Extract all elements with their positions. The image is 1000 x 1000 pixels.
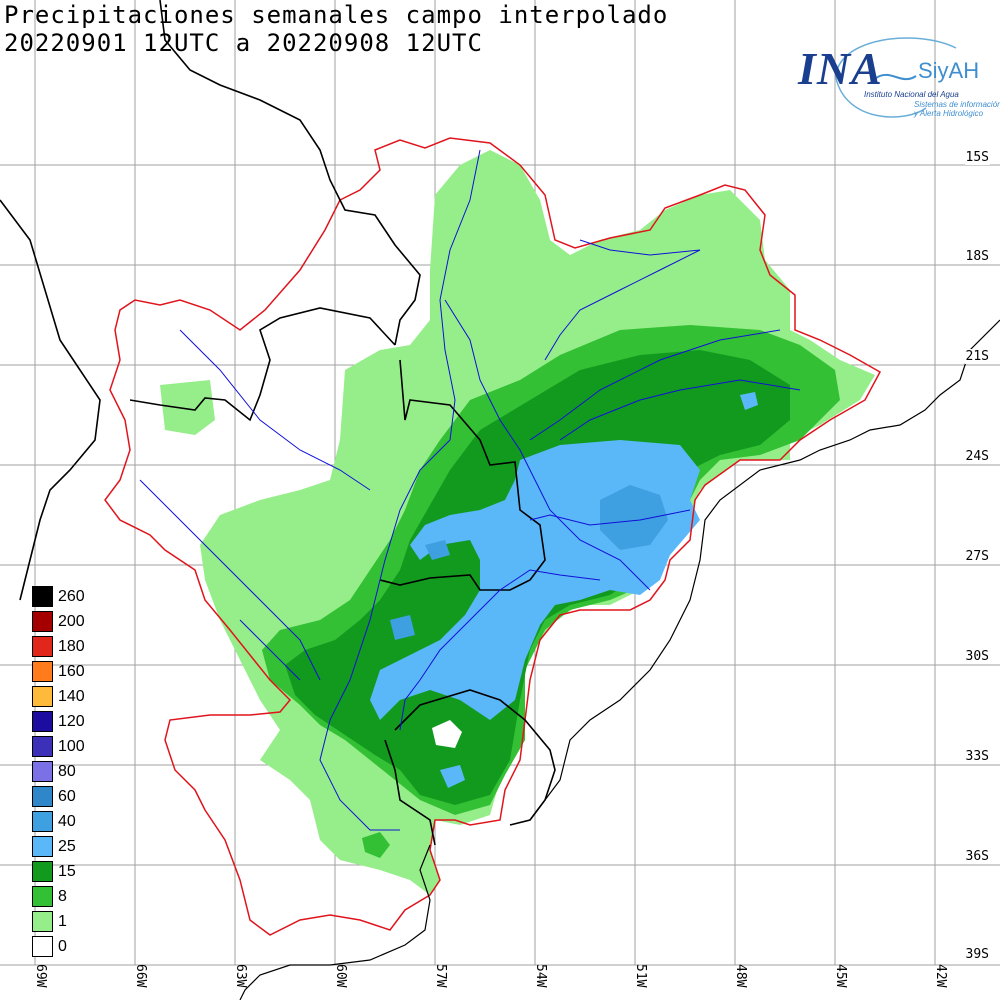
legend-swatch [32,836,53,857]
lon-label: 69W [33,964,48,988]
lat-label: 33S [964,749,990,764]
legend-label: 260 [58,588,85,605]
legend-swatch [32,586,53,607]
legend-label: 180 [58,638,85,655]
legend-swatch [32,936,53,957]
logo-swoosh-icon [835,37,957,118]
legend-item: 1 [30,910,100,935]
logo-tagline-1: Sistemas de información [914,100,1000,109]
coastline [239,319,1000,1000]
legend-item: 160 [30,660,100,685]
legend-label: 1 [58,913,67,930]
legend-item: 100 [30,735,100,760]
legend-label: 120 [58,713,85,730]
precip-area-1mm-west [160,380,215,435]
legend-swatch [32,761,53,782]
legend-item: 60 [30,785,100,810]
legend-item: 180 [30,635,100,660]
precip-area-40mm [600,485,668,550]
legend-label: 15 [58,863,76,880]
legend-swatch [32,661,53,682]
precip-area-8mm-south [362,832,390,858]
precipitation-legend: 260 200 180 160 140 120 100 80 60 40 25 15 8 1 0 [30,585,100,960]
lon-label: 48W [733,964,748,988]
legend-item: 120 [30,710,100,735]
legend-swatch [32,636,53,657]
precip-area-25mm-east [440,765,465,788]
lat-label: 30S [964,649,990,664]
legend-label: 25 [58,838,76,855]
lat-label: 36S [964,849,990,864]
lon-label: 66W [133,964,148,988]
legend-item: 25 [30,835,100,860]
legend-label: 200 [58,613,85,630]
lat-label: 21S [964,349,990,364]
lon-label: 42W [933,964,948,988]
country-borders [0,0,556,846]
lon-label: 45W [833,964,848,988]
lat-label: 27S [964,549,990,564]
lon-label: 54W [533,964,548,988]
legend-item: 140 [30,685,100,710]
legend-label: 60 [58,788,76,805]
lat-label: 15S [964,150,990,165]
legend-swatch [32,686,53,707]
legend-label: 0 [58,938,67,955]
precip-area-25mm-north [740,392,758,410]
legend-item: 0 [30,935,100,960]
logo-institution: Instituto Nacional del Agua [864,90,959,99]
legend-item: 40 [30,810,100,835]
legend-label: 8 [58,888,67,905]
legend-label: 80 [58,763,76,780]
legend-swatch [32,786,53,807]
legend-label: 100 [58,738,85,755]
lon-label: 63W [233,964,248,988]
legend-label: 40 [58,813,76,830]
rivers [139,149,801,831]
precip-area-0mm [432,720,462,748]
precip-area-40mm-b [425,540,450,560]
precip-area-40mm-c [390,615,415,640]
logo-tagline: Sistemas de información y Alerta Hidroló… [914,100,1000,118]
logo-tagline-2: y Alerta Hidrológico [914,109,984,118]
legend-label: 140 [58,688,85,705]
legend-item: 8 [30,885,100,910]
legend-swatch [32,861,53,882]
map-date-range: 20220901 12UTC a 20220908 12UTC [4,29,483,57]
map-title: Precipitaciones semanales campo interpol… [4,1,669,29]
legend-label: 160 [58,663,85,680]
legend-swatch [32,911,53,932]
legend-swatch [32,886,53,907]
logo-ina-text: INA [798,43,883,94]
ina-siyah-logo: INA SiyAH Instituto Nacional del Agua Si… [796,28,1000,128]
legend-item: 200 [30,610,100,635]
legend-item: 15 [30,860,100,885]
legend-swatch [32,736,53,757]
legend-item: 260 [30,585,100,610]
logo-siyah-text: SiyAH [918,58,980,83]
lat-label: 18S [964,249,990,264]
basin-outline [104,137,882,936]
lon-label: 51W [633,964,648,988]
lon-label: 60W [333,964,348,988]
legend-item: 80 [30,760,100,785]
lon-label: 57W [433,964,448,988]
legend-swatch [32,711,53,732]
legend-swatch [32,811,53,832]
legend-swatch [32,611,53,632]
lat-label: 24S [964,449,990,464]
lat-label: 39S [964,947,990,962]
